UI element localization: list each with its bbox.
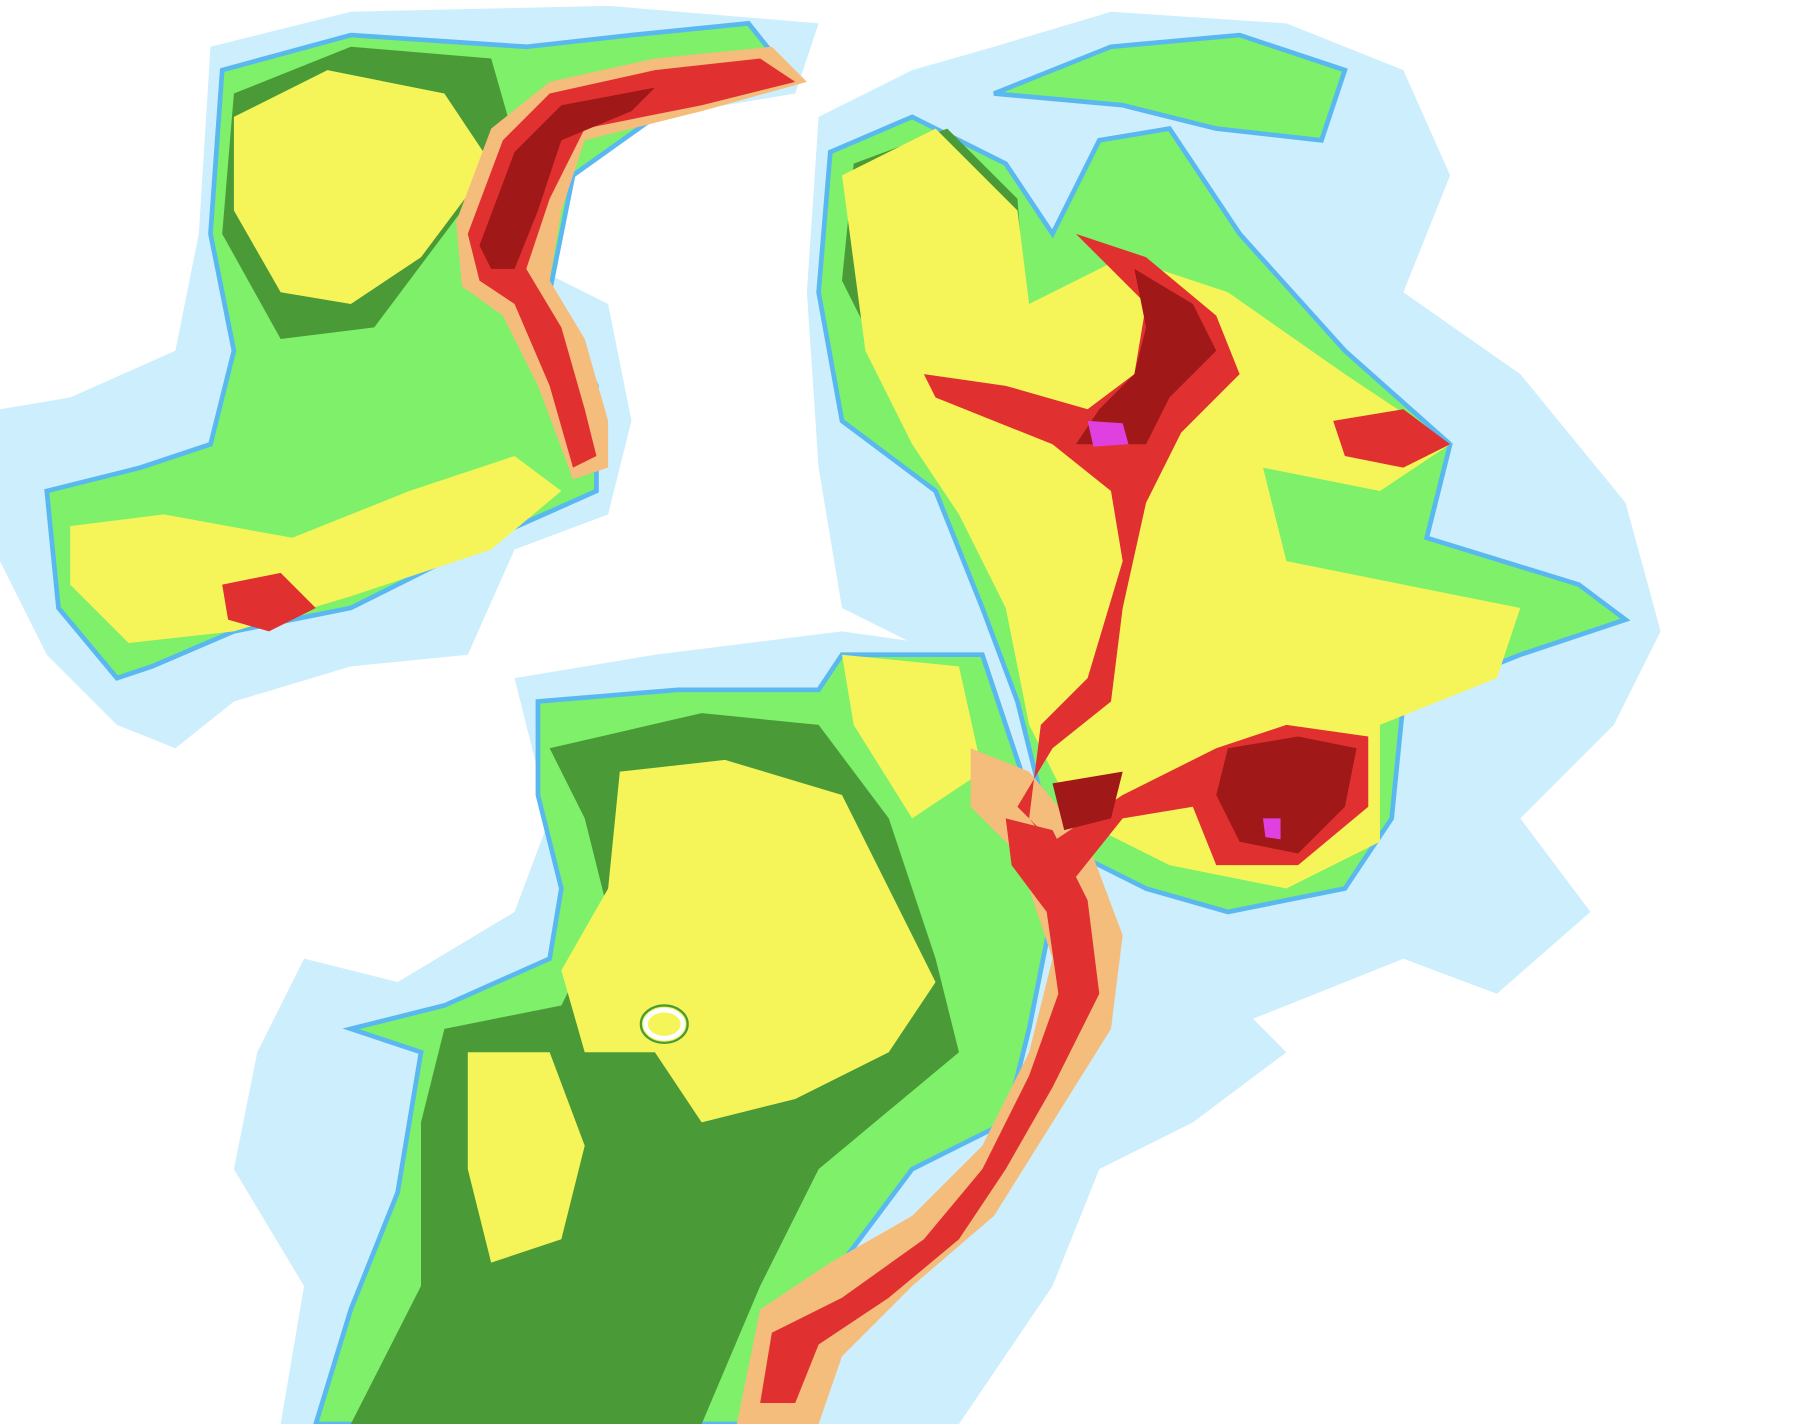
- region: [842, 654, 983, 819]
- region: [1263, 818, 1281, 840]
- hail: [1087, 420, 1281, 840]
- region: [1075, 268, 1217, 445]
- region: [479, 87, 655, 269]
- region: [70, 455, 562, 644]
- region: [842, 128, 1521, 889]
- region: [1333, 409, 1451, 468]
- region: [467, 1052, 585, 1263]
- region: [561, 759, 936, 1123]
- region: [1052, 771, 1123, 831]
- radar-site-outline: [639, 1004, 689, 1045]
- region: [993, 32, 1348, 143]
- region: [923, 233, 1369, 877]
- region: [222, 572, 316, 632]
- region: [1216, 736, 1357, 854]
- region: [233, 70, 492, 304]
- radar-site: [643, 1007, 686, 1041]
- extreme-precip: [479, 87, 1357, 854]
- strong-precip: [70, 70, 1521, 1263]
- region: [1087, 420, 1129, 447]
- region: [760, 818, 1100, 1403]
